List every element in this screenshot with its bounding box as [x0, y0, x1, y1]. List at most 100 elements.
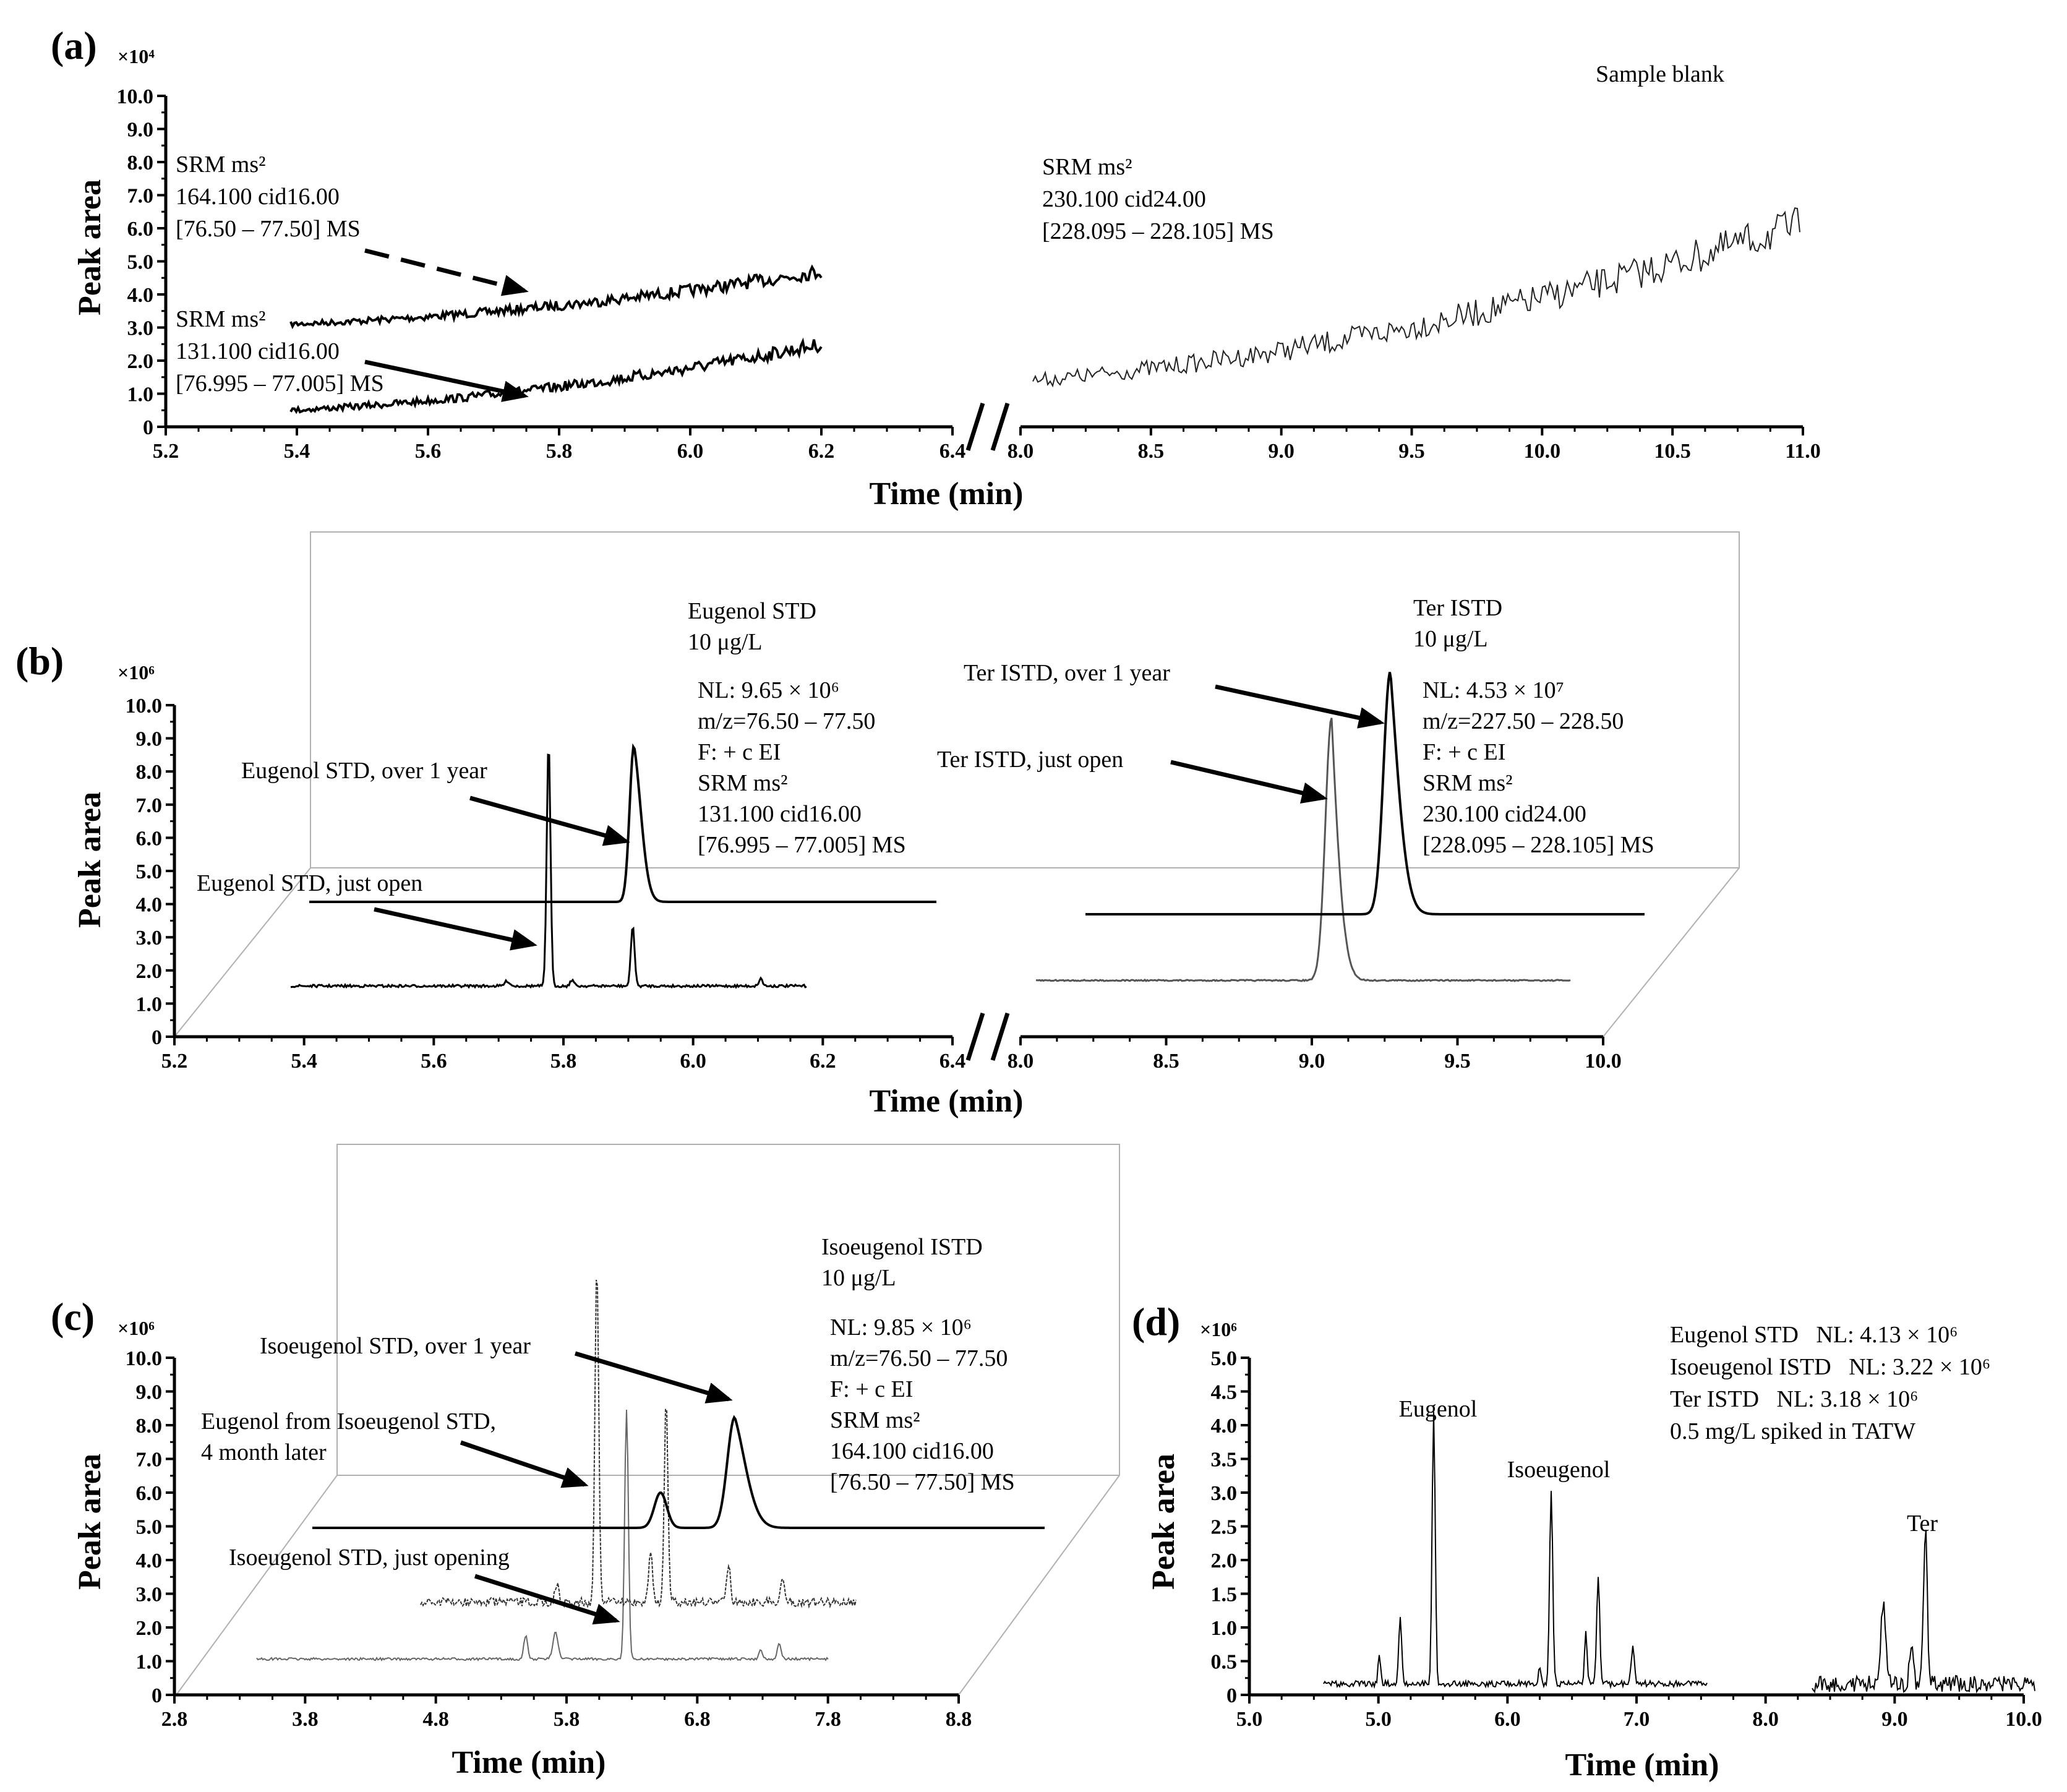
- panel-c-multiplier: ×10⁶: [118, 1317, 155, 1339]
- svg-text:230.100 cid24.00: 230.100 cid24.00: [1042, 186, 1206, 212]
- panel-d-info: Eugenol STD NL: 4.13 × 10⁶ Isoeugenol IS…: [1670, 1322, 1990, 1444]
- panel-a-x-tick-label: 5.8: [546, 440, 573, 463]
- panel-a-x-tick-label: 10.0: [1524, 440, 1561, 463]
- panel-c-x-tick-label: 4.8: [422, 1708, 449, 1731]
- label-isoeugenol-over-1-year: Isoeugenol STD, over 1 year: [260, 1333, 531, 1359]
- panel-d-multiplier: ×10⁶: [1200, 1318, 1237, 1340]
- panel-b-y-tick-label: 9.0: [136, 728, 163, 751]
- panel-b-axes: 0 1.0 2.0 3.0 4.0 5.0 6.0 7.0 8.0 9.0 10.0 5.2 5.4 5.…: [126, 695, 1622, 1073]
- label-eugenol-over-1-year: Eugenol STD, over 1 year: [241, 758, 487, 784]
- peak-label-ter: Ter: [1907, 1511, 1938, 1537]
- panel-d-y-tick-label: 5.0: [1211, 1347, 1238, 1370]
- label-eugenol-from-isoeugenol-2: 4 month later: [201, 1439, 327, 1465]
- panel-b-ter-title: Ter ISTD 10 μg/L: [1413, 595, 1502, 652]
- svg-text:F: + c EI: F: + c EI: [1423, 739, 1505, 765]
- panel-d-label: (d): [1132, 1300, 1180, 1344]
- panel-a-x-tick-label: 5.4: [284, 440, 310, 463]
- panel-d-x-tick-label: 9.0: [1881, 1708, 1908, 1731]
- svg-text:230.100 cid24.00: 230.100 cid24.00: [1423, 801, 1586, 827]
- svg-text:164.100 cid16.00: 164.100 cid16.00: [176, 184, 340, 210]
- panel-a-y-tick-label: 7.0: [127, 185, 154, 208]
- peak-label-eugenol: Eugenol: [1399, 1396, 1478, 1422]
- panel-b: (b) ×10⁶ Peak area Time (min) 0 1.0 2.0 3.0…: [15, 531, 1740, 1119]
- svg-text:[76.50 – 77.50] MS: [76.50 – 77.50] MS: [176, 216, 361, 242]
- panel-a-dashed-arrow: [364, 248, 529, 296]
- panel-a-y-tick-label: 4.0: [127, 284, 154, 307]
- panel-c-traces: [256, 1279, 1045, 1661]
- panel-d-x-tick-label: 10.0: [2005, 1708, 2042, 1731]
- panel-c-y-tick-label: 0: [152, 1684, 162, 1707]
- panel-b-x-tick-label: 6.4: [939, 1050, 966, 1073]
- panel-a-x-tick-label: 6.4: [939, 440, 966, 463]
- svg-text:Ter ISTD: Ter ISTD: [1413, 595, 1502, 621]
- panel-d-axes: 0 0.5 1.0 1.5 2.0 2.5 3.0 3.5 4.0 4.5 5.0 5.0 5.0 6.0…: [1211, 1347, 2042, 1731]
- panel-c-label: (c): [51, 1295, 95, 1339]
- panel-d-y-tick-label: 0: [1226, 1684, 1237, 1707]
- label-ter-just-open: Ter ISTD, just open: [937, 747, 1123, 773]
- panel-a-axis-break: [990, 402, 1010, 452]
- peak-label-isoeugenol: Isoeugenol: [1507, 1457, 1611, 1483]
- arrow-ter-over: [1215, 684, 1385, 729]
- panel-b-y-tick-label: 3.0: [136, 927, 163, 950]
- svg-text:F: + c EI: F: + c EI: [830, 1376, 913, 1402]
- svg-text:SRM ms²: SRM ms²: [698, 770, 788, 796]
- panel-a-multiplier: ×10⁴: [118, 45, 155, 67]
- svg-text:SRM ms²: SRM ms²: [830, 1407, 920, 1433]
- panel-b-xlabel: Time (min): [870, 1084, 1024, 1119]
- panel-c-y-tick-label: 8.0: [136, 1415, 163, 1438]
- svg-text:10 μg/L: 10 μg/L: [1413, 626, 1488, 652]
- panel-c-axes: 0 1.0 2.0 3.0 4.0 5.0 6.0 7.0 8.0 9.0 10.0 2.8 3.8 4.…: [126, 1347, 972, 1731]
- panel-b-y-tick-label: 2.0: [136, 960, 163, 983]
- panel-c-y-tick-label: 2.0: [136, 1617, 163, 1640]
- panel-a: (a) ×10⁴ Peak area Time (min) 0 1.0 2.0 3.0…: [51, 24, 1821, 512]
- panel-d-x-tick-label: 5.0: [1236, 1708, 1263, 1731]
- panel-a-annotation-3: SRM ms² 230.100 cid24.00 [228.095 – 228.…: [1042, 154, 1274, 244]
- panel-b-eugenol-title: Eugenol STD 10 μg/L: [688, 598, 816, 655]
- panel-d-y-tick-label: 1.5: [1211, 1584, 1238, 1606]
- svg-text:[228.095 – 228.105] MS: [228.095 – 228.105] MS: [1423, 832, 1654, 858]
- trace-d-left: [1323, 1412, 1708, 1689]
- panel-c-y-tick-label: 6.0: [136, 1482, 163, 1505]
- arrow-eugenol-from-isoeugenol: [460, 1440, 589, 1488]
- panel-c-x-tick-label: 2.8: [161, 1708, 188, 1731]
- svg-text:Ter ISTD NL: 3.18 × 10⁶: Ter ISTD NL: 3.18 × 10⁶: [1670, 1386, 1918, 1412]
- panel-d-x-tick-label: 5.0: [1365, 1708, 1392, 1731]
- label-isoeugenol-just-opening: Isoeugenol STD, just opening: [229, 1545, 510, 1571]
- panel-b-y-tick-label: 6.0: [136, 827, 163, 850]
- panel-d-ylabel: Peak area: [1146, 1454, 1181, 1590]
- label-eugenol-from-isoeugenol-1: Eugenol from Isoeugenol STD,: [201, 1408, 496, 1434]
- trace-eugenol-just-open: [290, 753, 807, 989]
- arrow-ter-just: [1170, 760, 1328, 804]
- svg-text:10 μg/L: 10 μg/L: [688, 629, 763, 655]
- arrow-isoeugenol-over: [574, 1351, 733, 1404]
- panel-d-y-tick-label: 2.5: [1211, 1516, 1238, 1539]
- arrow-eugenol-over: [469, 795, 630, 846]
- trace-d-right: [1812, 1530, 2035, 1694]
- panel-a-x-tick-label: 9.5: [1398, 440, 1425, 463]
- panel-a-y-tick-label: 1.0: [127, 384, 154, 406]
- panel-a-x-tick-label: 8.0: [1008, 440, 1034, 463]
- trace-eugenol-over-1-year: [309, 743, 936, 903]
- panel-b-y-tick-label: 5.0: [136, 860, 163, 883]
- trace-srm-164: [289, 264, 823, 330]
- panel-a-y-tick-label: 8.0: [127, 152, 154, 174]
- panel-a-x-tick-label: 5.2: [153, 440, 179, 463]
- panel-b-axis-break: [990, 1012, 1010, 1061]
- panel-b-x-tick-label: 9.5: [1444, 1050, 1471, 1073]
- panel-a-xlabel: Time (min): [870, 476, 1024, 512]
- panel-b-label: (b): [15, 639, 64, 683]
- panel-b-x-tick-label: 5.4: [291, 1050, 317, 1073]
- svg-text:Eugenol STD NL: 4.13 × 10⁶: Eugenol STD NL: 4.13 × 10⁶: [1670, 1322, 1958, 1348]
- svg-text:m/z=76.50 – 77.50: m/z=76.50 – 77.50: [698, 708, 875, 734]
- panel-a-annotation-2: SRM ms² 131.100 cid16.00 [76.995 – 77.00…: [176, 306, 384, 397]
- svg-text:SRM ms²: SRM ms²: [1042, 154, 1132, 180]
- panel-a-y-tick-label: 10.0: [117, 85, 154, 108]
- panel-c-y-tick-label: 5.0: [136, 1516, 163, 1539]
- panel-d-x-tick-label: 8.0: [1752, 1708, 1779, 1731]
- panel-c-y-tick-label: 4.0: [136, 1550, 163, 1572]
- svg-text:[228.095 – 228.105] MS: [228.095 – 228.105] MS: [1042, 218, 1274, 244]
- label-eugenol-just-open: Eugenol STD, just open: [197, 870, 422, 896]
- panel-b-x-tick-label: 5.2: [161, 1050, 188, 1073]
- svg-text:0.5 mg/L spiked in TATW: 0.5 mg/L spiked in TATW: [1670, 1418, 1915, 1444]
- panel-d-y-tick-label: 1.0: [1211, 1617, 1238, 1640]
